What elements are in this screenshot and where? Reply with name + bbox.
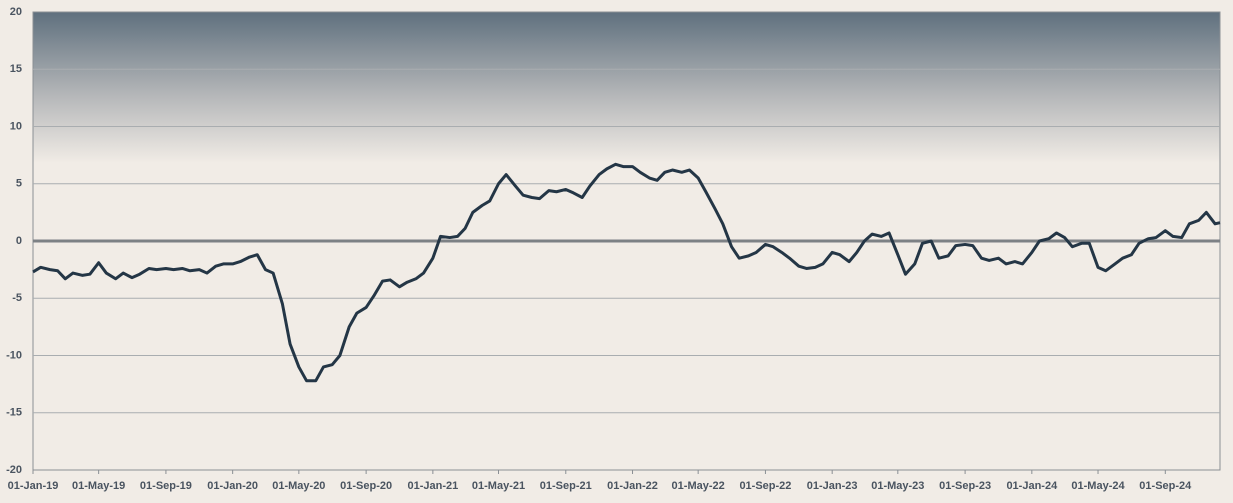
x-tick-label: 01-Jan-19: [8, 480, 59, 492]
y-tick-label: 0: [16, 235, 22, 247]
x-tick-label: 01-Sep-22: [739, 480, 791, 492]
x-tick-label: 01-May-19: [72, 480, 125, 492]
y-tick-label: 20: [10, 6, 22, 18]
x-tick-label: 01-May-23: [871, 480, 924, 492]
y-tick-label: -20: [6, 464, 22, 476]
x-tick-label: 01-Sep-20: [340, 480, 392, 492]
x-tick-label: 01-Sep-21: [540, 480, 592, 492]
x-tick-label: 01-Jan-21: [407, 480, 458, 492]
x-tick-label: 01-Sep-23: [939, 480, 991, 492]
y-tick-label: -15: [6, 407, 22, 419]
y-tick-label: 15: [10, 63, 22, 75]
x-tick-label: 01-Sep-24: [1139, 480, 1192, 492]
x-tick-label: 01-Jan-22: [607, 480, 658, 492]
x-tick-label: 01-Jan-23: [807, 480, 858, 492]
x-tick-label: 01-Jan-20: [207, 480, 258, 492]
y-tick-label: 5: [16, 178, 22, 190]
y-tick-label: 10: [10, 120, 22, 132]
line-series: [32, 162, 1221, 383]
y-tick-label: -5: [12, 292, 22, 304]
x-tick-label: 01-May-20: [272, 480, 325, 492]
y-tick-label: -10: [6, 349, 22, 361]
x-tick-label: 01-May-21: [472, 480, 525, 492]
x-tick-label: 01-Jan-24: [1006, 480, 1058, 492]
x-tick-label: 01-Sep-19: [140, 480, 192, 492]
x-tick-label: 01-May-24: [1071, 480, 1125, 492]
x-tick-label: 01-May-22: [672, 480, 725, 492]
